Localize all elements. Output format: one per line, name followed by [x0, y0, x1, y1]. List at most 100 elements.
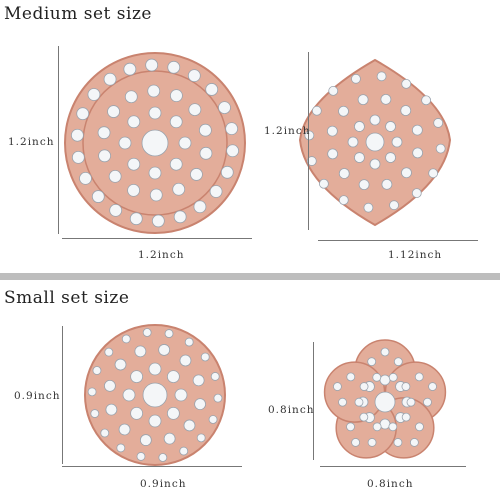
crystal-gem	[151, 214, 165, 228]
crystal-gem	[369, 158, 381, 170]
crystal-gem	[380, 93, 392, 105]
small-flower-width-line	[320, 466, 466, 467]
crystal-gem	[178, 136, 192, 150]
crystal-gem	[401, 78, 412, 89]
crystal-gem	[428, 168, 439, 179]
medium-round-height-line	[58, 46, 59, 234]
crystal-gem	[428, 382, 437, 391]
crystal-gem	[354, 397, 364, 407]
crystal-gem	[139, 434, 152, 446]
crystal-gem	[363, 202, 374, 213]
crystal-gem	[381, 178, 393, 190]
flower-petal	[323, 361, 386, 423]
crystal-gem	[406, 397, 416, 407]
crystal-gem	[391, 136, 403, 148]
crystal-gem	[311, 105, 322, 116]
crystal-gem	[193, 200, 207, 214]
small-flower-height-line	[313, 342, 314, 460]
crystal-gem	[87, 387, 97, 397]
section-divider	[0, 273, 500, 280]
crystal-gem	[415, 422, 424, 432]
crystal-gem	[411, 124, 423, 136]
crystal-gem	[121, 334, 131, 344]
crystal-gem	[71, 150, 85, 164]
crystal-gem	[327, 148, 339, 160]
crystal-gem	[412, 147, 424, 159]
crystal-gem	[365, 132, 385, 152]
crystal-gem	[163, 432, 176, 445]
small-cluster-brooch	[84, 324, 226, 466]
crystal-gem	[379, 374, 391, 386]
crystal-gem	[358, 179, 370, 191]
crystal-gem	[149, 188, 163, 202]
crystal-gem	[338, 397, 347, 407]
crystal-gem	[108, 170, 122, 183]
crystal-gem	[147, 84, 161, 98]
crystal-gem	[218, 101, 231, 114]
crystal-gem	[401, 167, 412, 179]
crystal-gem	[385, 152, 396, 163]
crystal-gem	[124, 90, 138, 104]
crystal-gem	[354, 121, 365, 132]
small-cluster-width-line	[62, 466, 242, 467]
crystal-gem	[326, 125, 338, 137]
crystal-gem	[385, 121, 396, 132]
crystal-gem	[104, 347, 114, 357]
crystal-gem	[164, 329, 174, 338]
crystal-gem	[328, 86, 339, 96]
crystal-gem	[174, 388, 188, 402]
crystal-gem	[183, 419, 196, 432]
medium-diamond-height-line	[308, 52, 309, 230]
crystal-gem	[76, 107, 90, 121]
crystal-gem	[351, 73, 361, 84]
crystal-gem	[359, 412, 369, 422]
crystal-gem	[167, 60, 181, 74]
crystal-gem	[109, 203, 123, 217]
crystal-gem	[190, 168, 203, 181]
crystal-gem	[357, 94, 369, 106]
crystal-gem	[179, 354, 192, 367]
crystal-gem	[338, 105, 349, 117]
crystal-gem	[166, 406, 180, 420]
crystal-gem	[338, 195, 349, 206]
crystal-gem	[347, 136, 359, 148]
crystal-gem	[129, 212, 143, 226]
crystal-gem	[145, 58, 159, 72]
crystal-gem	[367, 357, 377, 367]
crystal-gem	[199, 146, 213, 160]
crystal-gem	[400, 105, 412, 116]
medium-diamond-height-label: 1.2inch	[264, 125, 311, 137]
crystal-gem	[354, 152, 365, 163]
crystal-gem	[380, 347, 390, 357]
crystal-gem	[142, 328, 152, 337]
crystal-gem	[333, 382, 342, 391]
crystal-gem	[70, 128, 84, 142]
medium-diamond-width-label: 1.12inch	[388, 249, 443, 261]
crystal-gem	[92, 366, 102, 375]
small-cluster-height-label: 0.9inch	[14, 390, 61, 402]
crystal-gem	[127, 115, 141, 129]
crystal-gem	[220, 165, 234, 179]
crystal-gem	[187, 69, 201, 83]
crystal-gem	[114, 358, 127, 371]
crystal-gem	[179, 446, 189, 456]
crystal-gem	[435, 143, 446, 154]
crystal-gem	[414, 372, 424, 382]
crystal-gem	[127, 157, 141, 171]
crystal-gem	[104, 379, 116, 392]
crystal-gem	[393, 438, 403, 447]
medium-round-height-label: 1.2inch	[8, 136, 55, 148]
small-set-title: Small set size	[4, 288, 130, 308]
crystal-gem	[103, 72, 117, 86]
medium-diamond-brooch	[298, 58, 452, 227]
crystal-gem	[105, 403, 118, 416]
crystal-gem	[122, 388, 136, 402]
crystal-gem	[91, 190, 105, 203]
crystal-gem	[90, 409, 100, 418]
crystal-gem	[359, 382, 369, 391]
crystal-gem	[107, 105, 120, 118]
crystal-gem	[388, 422, 398, 432]
crystal-gem	[388, 372, 398, 382]
